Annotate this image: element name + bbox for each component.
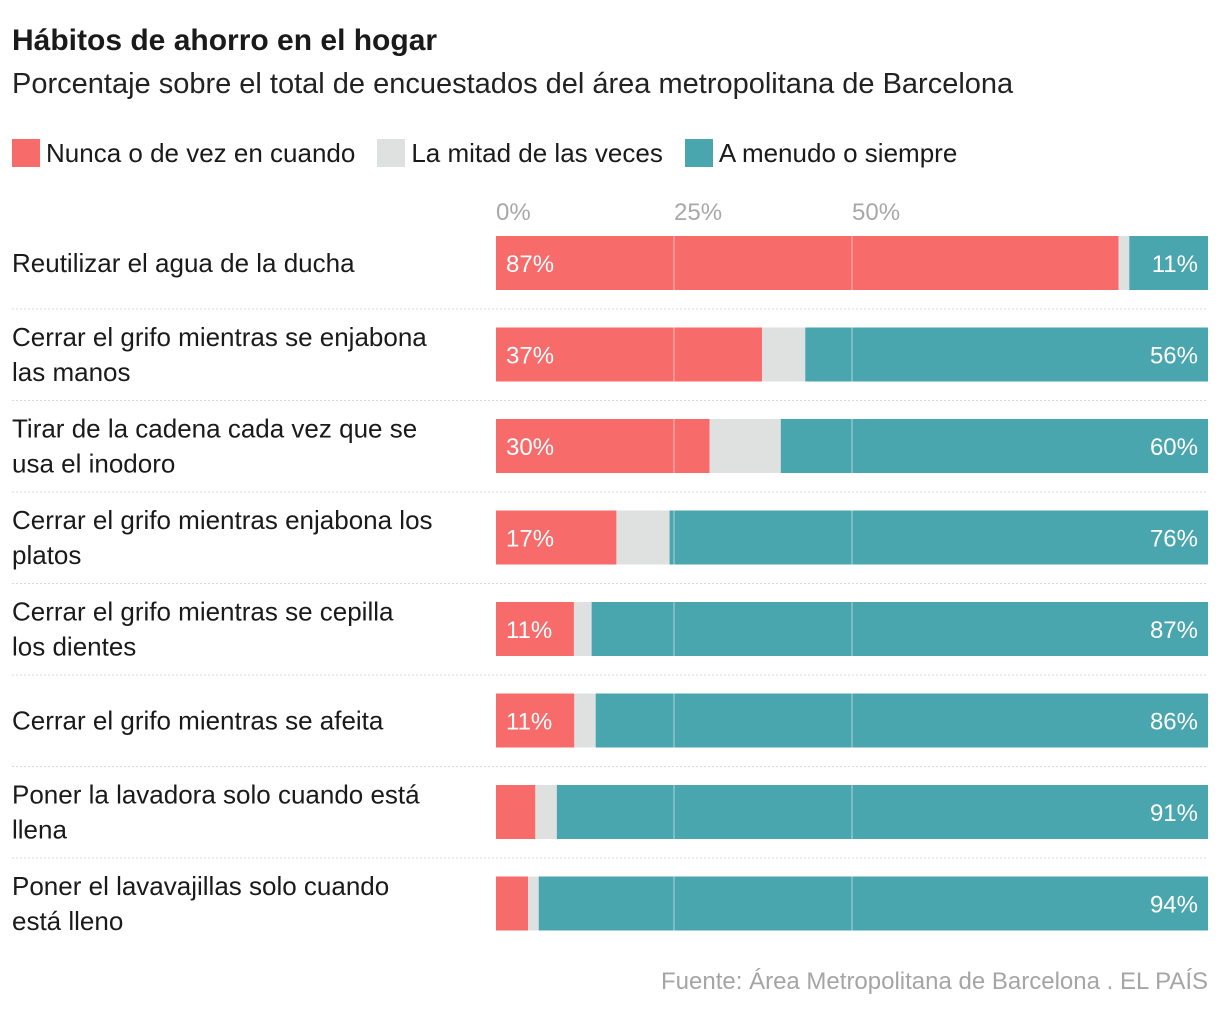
bar-segment [496,236,1119,290]
bar-segment [496,785,536,839]
legend-swatch-nunca [12,139,40,167]
legend-item-mitad: La mitad de las veces [377,137,663,169]
bar-value-label: 30% [506,434,554,461]
bar-segment [574,693,596,748]
category-label: Poner el lavavajillas solo cuando está ll… [12,871,389,936]
bar-value-label: 37% [506,343,554,370]
bar-value-label: 94% [1150,892,1198,919]
bar-segment [762,327,806,382]
bar-segment [496,876,529,931]
bar-value-label: 11% [506,709,552,736]
bar-segment [496,419,710,473]
bar-segment [591,602,1208,656]
bar-segment [496,602,574,656]
category-label: Tirar de la cadena cada vez que se usa el… [12,414,417,479]
category-label: Cerrar el grifo mientras se cepilla los d… [12,597,394,662]
category-label: Poner la lavadora solo cuando está llena [12,780,420,845]
chart-subtitle: Porcentaje sobre el total de encuestados… [12,68,1014,100]
legend-label-menudo: A menudo o siempre [718,137,958,168]
bar-value-label: 87% [1150,617,1198,644]
legend-swatch-mitad [377,139,406,167]
bar-segment [780,419,1208,473]
x-tick-label: 25% [674,199,722,226]
x-tick-label: 50% [852,199,900,226]
legend-item-menudo: A menudo o siempre [684,137,958,169]
chart-title: Hábitos de ahorro en el hogar [12,24,438,57]
bar-segment [805,327,1208,382]
legend: Nunca o de vez en cuando La mitad de las… [12,135,979,171]
bar-segment [595,693,1208,748]
bar-value-label: 87% [506,251,554,278]
category-label: Cerrar el grifo mientras se afeita [12,706,384,736]
legend-label-nunca: Nunca o de vez en cuando [46,137,356,168]
bar-value-label: 76% [1150,526,1198,553]
bar-segment [535,785,557,839]
bar-segment [556,785,1208,839]
category-label: Reutilizar el agua de la ducha [12,248,355,278]
bar-value-label: 17% [506,526,554,553]
bar-segment [496,510,617,565]
bar-segment [1129,236,1208,290]
legend-label-mitad: La mitad de las veces [411,137,663,168]
legend-swatch-menudo [684,139,713,167]
bar-value-label: 60% [1150,434,1198,461]
bar-segment [538,876,1208,931]
bar-segment [573,602,592,656]
category-label: Cerrar el grifo mientras se enjabona las … [12,322,427,387]
overlay-group: 87% 11% 37% 56% 30% 60% 17% 76% 11% 87% 11% 86% 91% 9… [506,251,1198,919]
category-label: Cerrar el grifo mientras enjabona los pla… [12,505,433,570]
bar-segment [1118,236,1130,290]
bars-group [496,236,1208,931]
source-note: Fuente: Área Metropolitana de Barcelona … [661,968,1208,995]
legend-item-nunca: Nunca o de vez en cuando [12,138,355,169]
bar-value-label: 11% [1152,251,1198,278]
bar-segment [709,419,781,473]
bar-segment [496,327,763,382]
bar-segment [528,876,539,931]
bar-value-label: 11% [506,617,552,644]
bar-segment [496,693,575,748]
bar-segment [616,510,670,565]
bar-value-label: 86% [1150,709,1198,736]
bar-segment [669,510,1208,565]
bar-value-label: 91% [1150,800,1198,827]
bar-value-label: 56% [1150,343,1198,370]
x-tick-label: 0% [496,199,531,226]
